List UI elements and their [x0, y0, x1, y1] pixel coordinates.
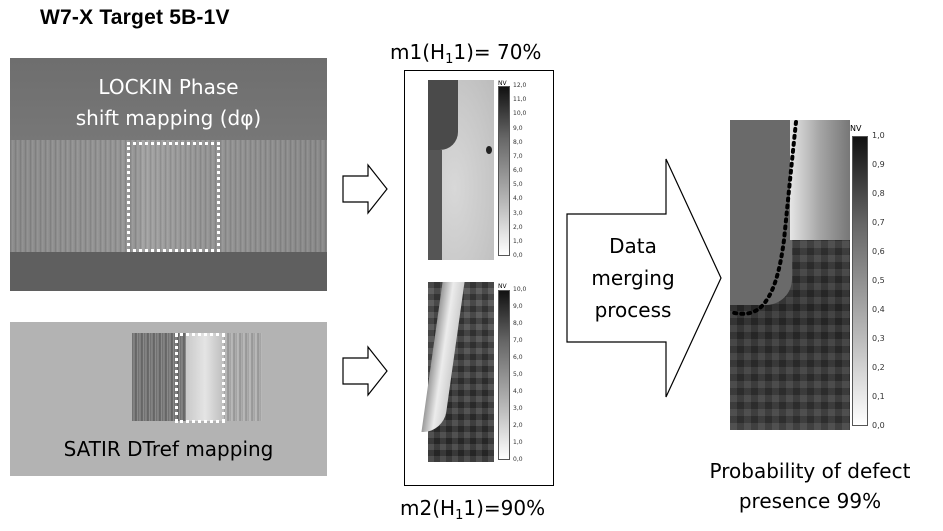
m2-subscript: 1 [455, 508, 464, 523]
merge-line3: process [594, 298, 672, 322]
merge-arrow [566, 158, 722, 398]
colorbar-tick-label: 9,0 [513, 303, 523, 310]
colorbar-tick-label: 0,4 [872, 305, 885, 314]
m2-suffix: 1)=90% [463, 496, 546, 520]
map1-colorbar [498, 86, 510, 256]
lockin-caption: LOCKIN Phase shift mapping (dφ) [10, 72, 327, 134]
colorbar-tick-label: 4,0 [513, 388, 523, 395]
mass-functions-frame [404, 70, 554, 486]
colorbar-tick-label: 0,0 [872, 421, 885, 430]
colorbar-tick-label: 5,0 [513, 371, 523, 378]
merge-process-text: Data merging process [583, 230, 683, 326]
m2-prefix: m2(H [400, 496, 456, 520]
lockin-defect-dotted-box [127, 142, 220, 252]
map2-colorbar-ticks: 10,0 9,0 8,0 7,0 6,0 5,0 4,0 3,0 2,0 1,0 0,0 [513, 286, 543, 463]
result-colorbar [852, 136, 868, 426]
colorbar-tick-label: 10,0 [513, 110, 527, 118]
m1-subscript: 1 [445, 52, 454, 67]
colorbar-tick-label: 0,6 [872, 247, 885, 256]
result-map-bright-band [790, 120, 850, 240]
colorbar-tick-label: 2,0 [513, 422, 523, 429]
satir-dtref-map: SATIR DTref mapping [10, 322, 327, 476]
mass-map-1-dark-edge [428, 150, 442, 260]
m1-label: m1(H11)= 70% [390, 40, 541, 67]
arrow-satir-to-map2 [342, 345, 388, 397]
result-caption-line1: Probability of defect [709, 459, 911, 483]
colorbar-tick-label: 0,0 [513, 456, 523, 463]
result-caption-line2: presence 99% [738, 489, 882, 513]
merge-line1: Data [609, 234, 657, 258]
m1-suffix: 1)= 70% [453, 40, 542, 64]
colorbar-tick-label: 0,3 [872, 334, 885, 343]
arrow-lockin-to-map1 [342, 163, 388, 215]
lockin-phase-map: LOCKIN Phase shift mapping (dφ) [10, 58, 327, 291]
result-colorbar-ticks: 1,0 0,9 0,8 0,7 0,6 0,5 0,4 0,3 0,2 0,1 0,0 [872, 132, 912, 430]
figure-title: W7-X Target 5B-1V [40, 6, 230, 29]
map2-colorbar [498, 290, 510, 460]
colorbar-tick-label: 8,0 [513, 320, 523, 327]
lockin-map-tiles-region [10, 140, 327, 252]
mass-map-1-dark-corner [428, 80, 458, 150]
result-colorbar-unit: NV [850, 124, 862, 133]
colorbar-tick-label: 8,0 [513, 138, 523, 146]
lockin-map-top-region [10, 58, 327, 140]
colorbar-tick-label: 7,0 [513, 152, 523, 160]
colorbar-tick-label: 10,0 [513, 286, 527, 293]
colorbar-tick-label: 4,0 [513, 195, 523, 203]
lockin-map-bottom-region [10, 252, 327, 291]
colorbar-tick-label: 0,5 [872, 276, 885, 285]
colorbar-tick-label: 2,0 [513, 223, 523, 231]
map2-colorbar-unit: NV [498, 283, 507, 290]
colorbar-tick-label: 0,2 [872, 363, 885, 372]
lockin-caption-line2: shift mapping (dφ) [75, 106, 262, 130]
colorbar-tick-label: 0,0 [513, 252, 523, 259]
satir-caption: SATIR DTref mapping [63, 437, 274, 461]
colorbar-tick-label: 6,0 [513, 354, 523, 361]
colorbar-tick-label: 0,1 [872, 392, 885, 401]
colorbar-tick-label: 5,0 [513, 181, 523, 189]
colorbar-tick-label: 3,0 [513, 405, 523, 412]
map1-colorbar-unit: NV [498, 80, 507, 87]
colorbar-tick-label: 11,0 [513, 96, 527, 104]
m1-prefix: m1(H [390, 40, 446, 64]
defect-boundary-dotted-line [728, 120, 798, 316]
map1-colorbar-ticks: 12,0 11,0 10,0 9,0 8,0 7,0 6,0 5,0 4,0 3,0 2,0 1,0 0… [513, 82, 543, 259]
colorbar-tick-label: 1,0 [513, 237, 523, 245]
lockin-caption-line1: LOCKIN Phase [98, 75, 239, 99]
result-caption: Probability of defect presence 99% [670, 456, 943, 516]
result-map-top-region [730, 120, 792, 305]
colorbar-tick-label: 3,0 [513, 209, 523, 217]
merge-line2: merging [591, 266, 675, 290]
colorbar-tick-label: 12,0 [513, 82, 527, 89]
satir-strip-middle [186, 333, 224, 421]
colorbar-tick-label: 7,0 [513, 337, 523, 344]
colorbar-tick-label: 0,7 [872, 218, 885, 227]
satir-strip-right [224, 333, 262, 421]
colorbar-tick-label: 1,0 [872, 131, 885, 140]
colorbar-tick-label: 0,9 [872, 160, 885, 169]
colorbar-tick-label: 6,0 [513, 167, 523, 174]
m2-label: m2(H11)=90% [400, 496, 545, 523]
colorbar-tick-label: 9,0 [513, 124, 523, 132]
satir-defect-dotted-box [175, 333, 225, 423]
colorbar-tick-label: 0,8 [872, 189, 885, 198]
colorbar-tick-label: 1,0 [513, 439, 523, 446]
mass-map-1-spot [486, 146, 492, 154]
